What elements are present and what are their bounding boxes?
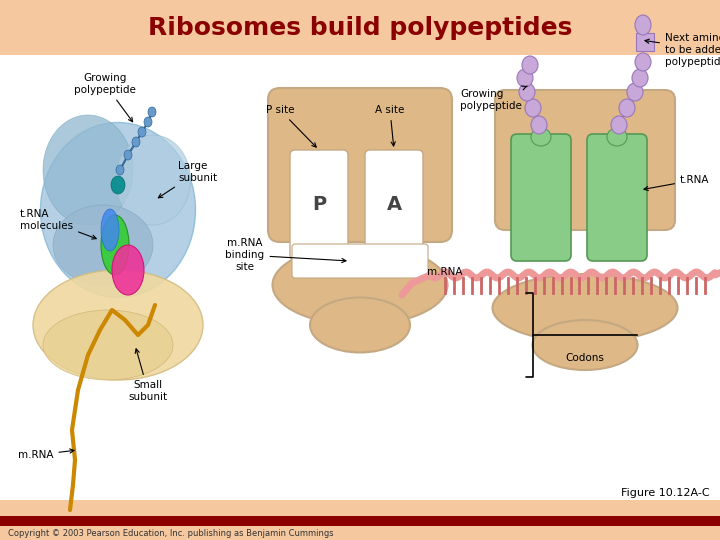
Ellipse shape bbox=[148, 107, 156, 117]
Ellipse shape bbox=[632, 69, 648, 87]
Ellipse shape bbox=[115, 135, 191, 225]
Ellipse shape bbox=[607, 128, 627, 146]
Text: Large
subunit: Large subunit bbox=[158, 161, 217, 198]
FancyBboxPatch shape bbox=[495, 90, 675, 230]
Bar bbox=[0, 0, 720, 55]
Ellipse shape bbox=[531, 116, 547, 134]
Ellipse shape bbox=[43, 115, 133, 225]
Text: Growing
polypeptide: Growing polypeptide bbox=[460, 86, 527, 111]
Text: t.RNA: t.RNA bbox=[644, 175, 709, 191]
Bar bbox=[0, 55, 720, 500]
Text: Copyright © 2003 Pearson Education, Inc. publishing as Benjamin Cummings: Copyright © 2003 Pearson Education, Inc.… bbox=[8, 529, 333, 537]
FancyBboxPatch shape bbox=[268, 88, 452, 242]
Ellipse shape bbox=[111, 176, 125, 194]
Text: Growing
polypeptide: Growing polypeptide bbox=[74, 73, 136, 122]
Ellipse shape bbox=[272, 245, 448, 325]
FancyBboxPatch shape bbox=[636, 33, 654, 51]
Text: P site: P site bbox=[266, 105, 316, 147]
Text: A: A bbox=[387, 195, 402, 214]
Ellipse shape bbox=[522, 56, 538, 74]
FancyBboxPatch shape bbox=[290, 150, 348, 260]
Ellipse shape bbox=[611, 116, 627, 134]
Ellipse shape bbox=[635, 53, 651, 71]
Text: A site: A site bbox=[375, 105, 405, 146]
Text: Next amino acid
to be added to
polypeptide: Next amino acid to be added to polypepti… bbox=[645, 33, 720, 66]
Ellipse shape bbox=[124, 150, 132, 160]
FancyBboxPatch shape bbox=[365, 150, 423, 260]
Text: t.RNA
molecules: t.RNA molecules bbox=[20, 209, 96, 239]
Ellipse shape bbox=[310, 298, 410, 353]
Ellipse shape bbox=[619, 99, 635, 117]
Text: m.RNA: m.RNA bbox=[18, 449, 74, 460]
FancyBboxPatch shape bbox=[587, 134, 647, 261]
Ellipse shape bbox=[525, 99, 541, 117]
Ellipse shape bbox=[138, 127, 146, 137]
Text: m.RNA: m.RNA bbox=[427, 267, 463, 277]
Ellipse shape bbox=[40, 123, 196, 298]
Ellipse shape bbox=[144, 117, 152, 127]
Ellipse shape bbox=[116, 165, 124, 175]
Ellipse shape bbox=[101, 215, 129, 275]
Text: Codons: Codons bbox=[566, 353, 604, 363]
FancyBboxPatch shape bbox=[511, 134, 571, 261]
Ellipse shape bbox=[519, 83, 535, 101]
Ellipse shape bbox=[53, 205, 153, 285]
Ellipse shape bbox=[533, 320, 637, 370]
Ellipse shape bbox=[101, 209, 119, 251]
Text: Figure 10.12A-C: Figure 10.12A-C bbox=[621, 488, 710, 498]
FancyBboxPatch shape bbox=[292, 244, 428, 278]
Ellipse shape bbox=[112, 245, 144, 295]
Ellipse shape bbox=[517, 69, 533, 87]
Bar bbox=[0, 516, 720, 526]
Ellipse shape bbox=[43, 310, 173, 380]
Ellipse shape bbox=[627, 83, 643, 101]
Ellipse shape bbox=[132, 137, 140, 147]
Text: m.RNA
binding
site: m.RNA binding site bbox=[225, 238, 346, 272]
Text: Ribosomes build polypeptides: Ribosomes build polypeptides bbox=[148, 16, 572, 39]
Ellipse shape bbox=[492, 274, 678, 342]
Ellipse shape bbox=[531, 128, 551, 146]
Ellipse shape bbox=[33, 270, 203, 380]
Text: Small
subunit: Small subunit bbox=[128, 349, 168, 402]
Ellipse shape bbox=[635, 15, 651, 35]
Text: P: P bbox=[312, 195, 326, 214]
